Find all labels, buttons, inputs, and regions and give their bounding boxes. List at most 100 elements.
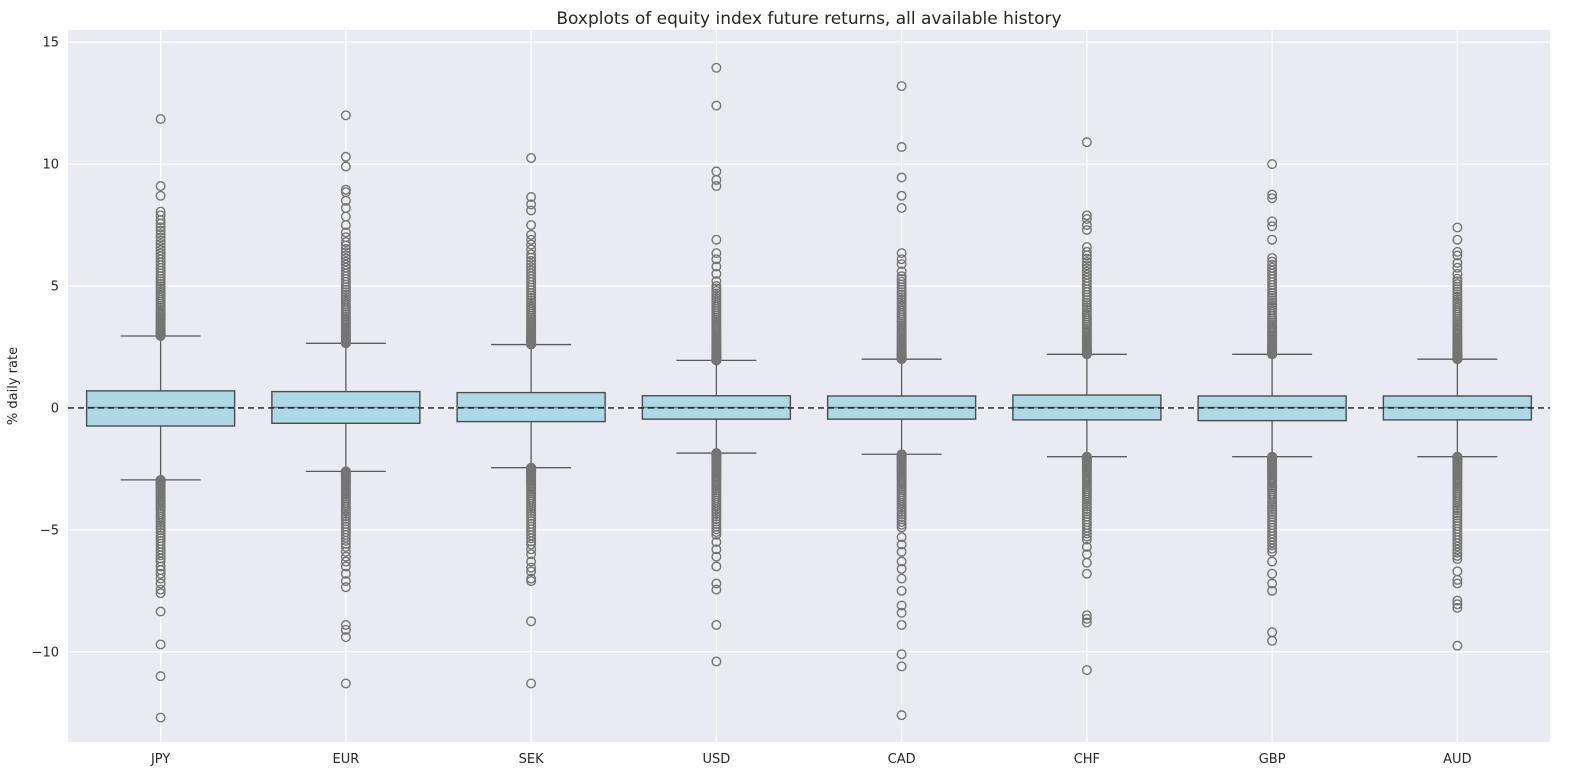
outlier-point-CHF (1081, 531, 1092, 542)
outlier-point-EUR (340, 151, 351, 162)
outlier-point-CAD (896, 600, 907, 611)
outlier-point-CHF (1081, 220, 1092, 231)
outlier-point-CHF (1081, 210, 1092, 221)
outlier-point-JPY (155, 606, 166, 617)
outlier-point-CAD (896, 710, 907, 721)
outlier-point-JPY (155, 181, 166, 192)
outlier-point-GBP (1267, 159, 1278, 170)
outlier-point-SEK (526, 239, 537, 250)
outlier-point-CAD (896, 271, 907, 282)
y-axis-label: % daily rate (6, 347, 21, 425)
outlier-point-USD (711, 656, 722, 667)
outlier-point-CHF (1081, 260, 1092, 271)
outlier-point-AUD (1452, 595, 1463, 606)
outlier-point-AUD (1452, 544, 1463, 555)
outlier-point-SEK (526, 290, 537, 301)
outlier-point-CHF (1081, 613, 1092, 624)
outlier-point-USD (711, 166, 722, 177)
outlier-point-JPY (155, 210, 166, 221)
outlier-point-GBP (1267, 189, 1278, 200)
outlier-point-GBP (1267, 290, 1278, 301)
outlier-point-CAD (896, 81, 907, 92)
outlier-point-CAD (896, 619, 907, 630)
outlier-point-JPY (155, 222, 166, 233)
outlier-point-USD (711, 234, 722, 245)
y-tick-label: 15 (42, 36, 59, 51)
outlier-point-JPY (155, 525, 166, 536)
outlier-point-SEK (526, 220, 537, 231)
outlier-point-EUR (340, 541, 351, 552)
outlier-point-USD (711, 578, 722, 589)
x-tick-label-GBP: GBP (1259, 752, 1286, 767)
outlier-point-CAD (896, 563, 907, 574)
outlier-point-AUD (1452, 578, 1463, 589)
outlier-point-USD (711, 619, 722, 630)
outlier-point-EUR (340, 184, 351, 195)
outlier-point-USD (711, 254, 722, 265)
x-tick-label-JPY: JPY (150, 752, 170, 767)
outlier-point-CHF (1081, 224, 1092, 235)
outlier-point-CHF (1081, 568, 1092, 579)
outlier-point-GBP (1267, 578, 1278, 589)
outlier-point-CAD (896, 276, 907, 287)
outlier-point-EUR (340, 619, 351, 630)
outlier-point-SEK (526, 249, 537, 260)
outlier-point-SEK (526, 192, 537, 203)
outlier-point-AUD (1452, 273, 1463, 284)
outlier-point-AUD (1452, 602, 1463, 613)
outlier-point-EUR (340, 576, 351, 587)
outlier-point-EUR (340, 551, 351, 562)
outlier-point-GBP (1267, 262, 1278, 273)
outlier-point-GBP (1267, 556, 1278, 567)
outlier-point-GBP (1267, 568, 1278, 579)
outlier-point-CHF (1081, 213, 1092, 224)
outlier-point-JPY (155, 113, 166, 124)
y-tick-label: 5 (51, 280, 59, 295)
outlier-point-CAD (896, 661, 907, 672)
outlier-point-AUD (1452, 268, 1463, 279)
outlier-point-USD (711, 544, 722, 555)
outlier-point-CHF (1081, 617, 1092, 628)
y-tick-label: −5 (40, 523, 59, 538)
x-tick-label-AUD: AUD (1443, 752, 1471, 767)
outlier-point-GBP (1267, 256, 1278, 267)
outlier-point-CHF (1081, 246, 1092, 257)
outlier-point-EUR (340, 624, 351, 635)
outlier-point-GBP (1267, 259, 1278, 270)
outlier-point-AUD (1452, 640, 1463, 651)
outlier-point-JPY (155, 206, 166, 217)
outlier-point-CAD (896, 190, 907, 201)
outlier-point-USD (711, 561, 722, 572)
outlier-point-AUD (1452, 234, 1463, 245)
outlier-point-JPY (155, 561, 166, 572)
outlier-point-AUD (1452, 541, 1463, 552)
outlier-point-JPY (155, 588, 166, 599)
outlier-point-EUR (340, 546, 351, 557)
outlier-point-SEK (526, 265, 537, 276)
outlier-point-CAD (896, 517, 907, 528)
axis-tick-labels-layer: 15 10 5 0 −5 −10 JPY EUR SEK USD CAD CHF GBP AUD (32, 36, 1472, 767)
outlier-point-CAD (896, 573, 907, 584)
outlier-point-SEK (526, 562, 537, 573)
outlier-point-AUD (1452, 262, 1463, 273)
outlier-point-CAD (896, 585, 907, 596)
outlier-point-JPY (155, 550, 166, 561)
outlier-point-CHF (1081, 528, 1092, 539)
outlier-point-SEK (526, 259, 537, 270)
outlier-point-EUR (340, 250, 351, 261)
outlier-point-EUR (340, 247, 351, 258)
outlier-point-JPY (155, 242, 166, 253)
outlier-point-SEK (526, 544, 537, 555)
outlier-point-SEK (526, 678, 537, 689)
outlier-point-EUR (340, 632, 351, 643)
outlier-point-EUR (340, 110, 351, 121)
outlier-point-SEK (526, 549, 537, 560)
x-tick-label-SEK: SEK (519, 752, 544, 767)
outlier-point-EUR (340, 561, 351, 572)
outlier-point-JPY (155, 225, 166, 236)
outlier-point-SEK (526, 205, 537, 216)
outlier-point-CHF (1081, 534, 1092, 545)
outlier-point-EUR (340, 202, 351, 213)
outlier-point-USD (711, 527, 722, 538)
